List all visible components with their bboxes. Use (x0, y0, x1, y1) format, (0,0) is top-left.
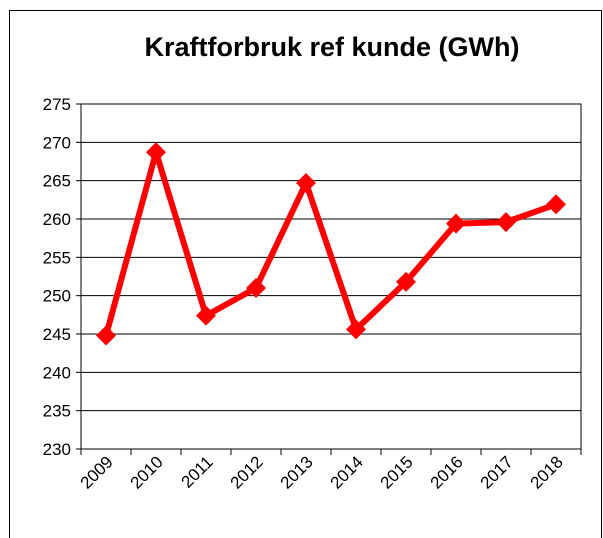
marker (296, 172, 316, 193)
y-tick-label: 230 (43, 440, 71, 459)
marker (546, 194, 566, 215)
marker (496, 212, 516, 233)
marker (96, 325, 116, 346)
chart-frame (9, 10, 602, 538)
marker (246, 278, 266, 298)
chart-title: Kraftforbruk ref kunde (GWh) (145, 32, 520, 62)
marker (146, 142, 166, 163)
y-tick-label: 250 (43, 287, 71, 306)
y-tick-label: 235 (43, 402, 71, 421)
y-tick-label: 240 (43, 363, 71, 382)
line (103, 149, 557, 337)
y-tick-label: 255 (43, 248, 71, 267)
y-tick-label: 265 (43, 172, 71, 191)
y-tick-label: 270 (43, 133, 71, 152)
marker (446, 213, 466, 234)
y-tick-label: 260 (43, 210, 71, 229)
marker (396, 271, 416, 292)
marker (346, 319, 366, 340)
marker (196, 305, 216, 326)
y-tick-label: 275 (43, 95, 71, 114)
y-tick-label: 245 (43, 325, 71, 344)
